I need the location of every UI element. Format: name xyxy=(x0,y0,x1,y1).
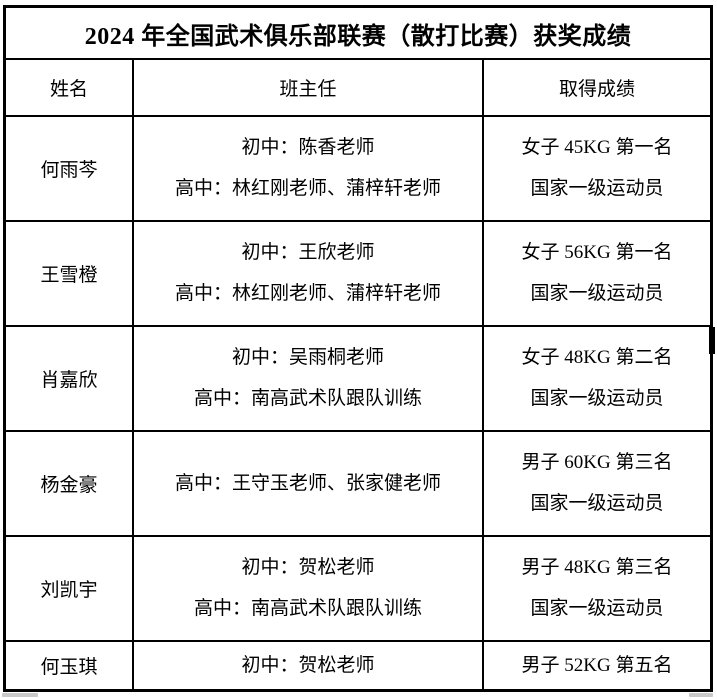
student-name: 刘凯宇 xyxy=(6,537,134,640)
teacher-cell: 初中：王欣老师 高中：林红刚老师、蒲梓轩老师 xyxy=(134,222,484,325)
table-row: 何玉琪 初中：贺松老师 男子 52KG 第五名 xyxy=(6,642,710,689)
teacher-line: 高中：南高武术队跟队训练 xyxy=(193,598,422,620)
student-name: 肖嘉欣 xyxy=(6,327,134,430)
header-name: 姓名 xyxy=(6,60,134,115)
teacher-cell: 初中：吴雨桐老师 高中：南高武术队跟队训练 xyxy=(134,327,484,430)
table-header-row: 姓名 班主任 取得成绩 xyxy=(6,60,710,117)
teacher-cell: 高中：王守玉老师、张家健老师 xyxy=(134,432,484,535)
result-cell: 男子 48KG 第三名 国家一级运动员 xyxy=(484,537,710,640)
student-name: 何雨芩 xyxy=(6,117,134,220)
result-line: 男子 48KG 第三名 xyxy=(521,556,673,578)
teacher-line: 初中：吴雨桐老师 xyxy=(231,346,384,368)
header-result: 取得成绩 xyxy=(558,79,635,100)
result-cell: 男子 60KG 第三名 国家一级运动员 xyxy=(484,432,710,535)
result-line: 国家一级运动员 xyxy=(530,283,664,305)
result-line: 国家一级运动员 xyxy=(530,598,664,620)
header-teacher: 班主任 xyxy=(134,60,484,115)
result-cell: 女子 45KG 第一名 国家一级运动员 xyxy=(484,117,710,220)
student-name: 何玉琪 xyxy=(6,642,134,689)
teacher-line: 初中：贺松老师 xyxy=(241,654,375,676)
result-line: 男子 52KG 第五名 xyxy=(521,654,673,676)
result-line: 女子 56KG 第一名 xyxy=(521,241,673,263)
teacher-cell: 初中：贺松老师 xyxy=(134,642,484,689)
teacher-cell: 初中：陈香老师 高中：林红刚老师、蒲梓轩老师 xyxy=(134,117,484,220)
result-line: 男子 60KG 第三名 xyxy=(521,451,673,473)
table-row: 王雪橙 初中：王欣老师 高中：林红刚老师、蒲梓轩老师 女子 56KG 第一名 国… xyxy=(6,222,710,327)
student-name: 王雪橙 xyxy=(6,222,134,325)
table-row: 刘凯宇 初中：贺松老师 高中：南高武术队跟队训练 男子 48KG 第三名 国家一… xyxy=(6,537,710,642)
scrollbar-fragment-left[interactable] xyxy=(2,693,38,697)
result-line: 国家一级运动员 xyxy=(530,178,664,200)
teacher-cell: 初中：贺松老师 高中：南高武术队跟队训练 xyxy=(134,537,484,640)
table-row: 何雨芩 初中：陈香老师 高中：林红刚老师、蒲梓轩老师 女子 45KG 第一名 国… xyxy=(6,117,710,222)
edge-marker xyxy=(709,327,715,354)
award-results-table: 2024 年全国武术俱乐部联赛（散打比赛）获奖成绩 姓名 班主任 取得成绩 何雨… xyxy=(3,5,713,692)
teacher-line: 高中：林红刚老师、蒲梓轩老师 xyxy=(174,178,441,200)
result-line: 国家一级运动员 xyxy=(530,388,664,410)
result-cell: 男子 52KG 第五名 xyxy=(484,642,710,689)
result-cell: 女子 56KG 第一名 国家一级运动员 xyxy=(484,222,710,325)
teacher-line: 高中：南高武术队跟队训练 xyxy=(193,388,422,410)
teacher-line: 高中：林红刚老师、蒲梓轩老师 xyxy=(174,283,441,305)
student-name: 杨金豪 xyxy=(6,432,134,535)
teacher-line: 初中：王欣老师 xyxy=(241,241,375,263)
result-line: 女子 48KG 第二名 xyxy=(521,346,673,368)
result-line: 女子 45KG 第一名 xyxy=(521,136,673,158)
table-row: 肖嘉欣 初中：吴雨桐老师 高中：南高武术队跟队训练 女子 48KG 第二名 国家… xyxy=(6,327,710,432)
teacher-line: 高中：王守玉老师、张家健老师 xyxy=(174,472,441,494)
table-title: 2024 年全国武术俱乐部联赛（散打比赛）获奖成绩 xyxy=(6,8,710,60)
scrollbar-fragment-right[interactable] xyxy=(689,693,713,697)
result-line: 国家一级运动员 xyxy=(530,493,664,515)
teacher-line: 初中：贺松老师 xyxy=(241,556,375,578)
result-cell: 女子 48KG 第二名 国家一级运动员 xyxy=(484,327,710,430)
teacher-line: 初中：陈香老师 xyxy=(241,136,375,158)
table-row: 杨金豪 高中：王守玉老师、张家健老师 男子 60KG 第三名 国家一级运动员 xyxy=(6,432,710,537)
